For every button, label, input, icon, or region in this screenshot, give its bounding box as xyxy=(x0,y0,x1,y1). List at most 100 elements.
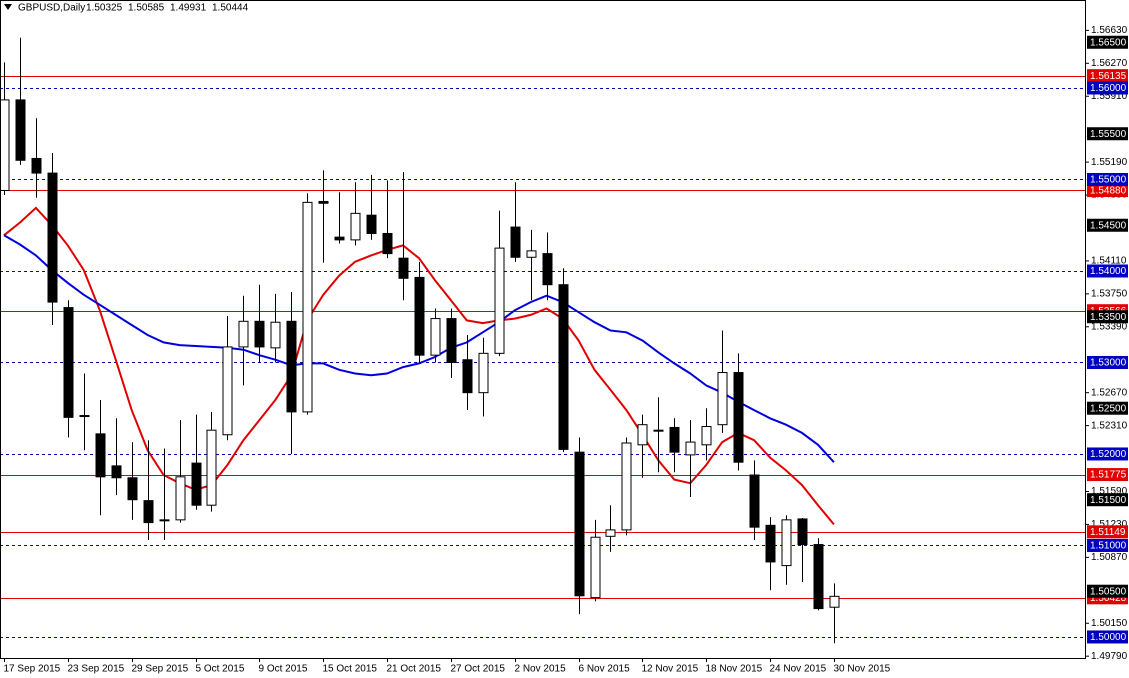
y-tick-label: 1.55910 xyxy=(1091,91,1128,102)
candle-body-up xyxy=(781,519,792,567)
line-price-label: 1.51775 xyxy=(1090,470,1127,481)
candle-body-down xyxy=(510,226,521,258)
candle-body-up xyxy=(829,595,840,608)
candle-body-down xyxy=(797,518,808,546)
candle-body-down xyxy=(191,462,202,506)
line-price-label-bg xyxy=(1087,468,1128,482)
price-label: 1.51500 xyxy=(1090,495,1127,506)
candle-body-down xyxy=(813,544,824,610)
candle-body-down xyxy=(47,172,58,303)
y-tick-label: 1.49790 xyxy=(1091,651,1128,662)
line-price-label-bg xyxy=(1087,69,1128,83)
header-icon xyxy=(4,4,12,10)
x-tick-label: 21 Oct 2015 xyxy=(387,664,442,675)
candle-body-up xyxy=(270,321,281,349)
x-tick-label: 5 Oct 2015 xyxy=(196,664,245,675)
line-price-label-bg xyxy=(1087,630,1128,644)
line-price-label-bg xyxy=(1087,538,1128,552)
candle-body-down xyxy=(334,236,345,241)
candle-body-down xyxy=(574,451,585,597)
candle-body-up xyxy=(685,441,696,456)
candle-body-up xyxy=(494,247,505,354)
x-tick-label: 27 Oct 2015 xyxy=(451,664,506,675)
price-label-bg xyxy=(1087,218,1128,232)
y-tick-label: 1.53390 xyxy=(1091,321,1128,332)
x-tick-label: 17 Sep 2015 xyxy=(4,664,61,675)
price-label: 1.53500 xyxy=(1090,312,1127,323)
candle-body-down xyxy=(558,284,569,450)
price-label: 1.54500 xyxy=(1090,220,1127,231)
x-tick-label: 30 Nov 2015 xyxy=(834,664,891,675)
price-label-bg xyxy=(1087,127,1128,141)
line-price-label: 1.55000 xyxy=(1090,175,1127,186)
x-tick-label: 6 Nov 2015 xyxy=(579,664,631,675)
price-label-bg xyxy=(1087,584,1128,598)
candle-body-up xyxy=(238,320,249,348)
y-tick-label: 1.50870 xyxy=(1091,552,1128,563)
price-label: 1.52500 xyxy=(1090,403,1127,414)
y-tick-label: 1.53750 xyxy=(1091,289,1128,300)
plot-area xyxy=(0,37,1085,644)
line-price-label: 1.53000 xyxy=(1090,358,1127,369)
time-axis: 17 Sep 2015 23 Sep 2015 29 Sep 2015 5 Oct 2… xyxy=(4,658,891,675)
y-tick-label: 1.51230 xyxy=(1091,519,1128,530)
candle-body-down xyxy=(127,477,138,501)
candle-body-down xyxy=(765,524,776,563)
x-tick-label: 9 Oct 2015 xyxy=(259,664,308,675)
price-label: 1.55500 xyxy=(1090,129,1127,140)
candle-body-down xyxy=(446,318,457,363)
line-price-label-bg xyxy=(1087,525,1128,539)
line-price-label-bg xyxy=(1087,81,1128,95)
line-price-label-bg xyxy=(1087,183,1128,197)
candle-body-up xyxy=(478,352,489,394)
x-tick-label: 2 Nov 2015 xyxy=(515,664,567,675)
y-tick-label: 1.51590 xyxy=(1091,486,1128,497)
line-price-label: 1.52000 xyxy=(1090,449,1127,460)
y-tick-label: 1.54110 xyxy=(1091,256,1127,267)
y-tick-label: 1.52310 xyxy=(1091,420,1128,431)
candle-body-up xyxy=(159,519,170,522)
chart-title: GBPUSD,Daily xyxy=(18,3,85,14)
line-price-label: 1.50000 xyxy=(1090,632,1127,643)
candle-body-down xyxy=(286,320,297,413)
header-values: 1.50325 1.50585 1.49931 1.50444 xyxy=(86,3,249,14)
header-value: 1.49931 xyxy=(170,3,207,14)
price-label-bg xyxy=(1087,493,1128,507)
candle-body-down xyxy=(749,474,760,528)
moving-average-line xyxy=(3,206,835,526)
candle-body-up xyxy=(526,250,537,258)
candle-body-down xyxy=(669,426,680,453)
line-price-label-bg xyxy=(1087,172,1128,186)
candle-body-up xyxy=(621,442,632,531)
candle-body-down xyxy=(366,214,377,234)
candle-body-up xyxy=(637,424,648,446)
price-label: 1.56500 xyxy=(1090,37,1127,48)
candle-body-down xyxy=(318,200,329,204)
candle-body-down xyxy=(733,372,744,463)
x-tick-label: 24 Nov 2015 xyxy=(770,664,827,675)
candle-body-down xyxy=(143,500,154,524)
price-label-bg xyxy=(1087,35,1128,49)
candle-body-down xyxy=(398,257,409,279)
line-price-label: 1.54000 xyxy=(1090,266,1127,277)
header-value: 1.50325 xyxy=(86,3,123,14)
candle-body-up xyxy=(605,529,616,537)
candle-body-up xyxy=(0,99,10,191)
moving-average-line xyxy=(3,234,835,463)
price-axis: 1.566301.562701.559101.551901.548301.541… xyxy=(1085,25,1128,662)
candle-body-down xyxy=(254,320,265,348)
y-tick-label: 1.50150 xyxy=(1091,618,1128,629)
line-price-label-bg xyxy=(1087,264,1128,278)
candle-body-up xyxy=(590,536,601,599)
x-tick-label: 18 Nov 2015 xyxy=(706,664,763,675)
candle-body-up xyxy=(653,429,664,432)
y-tick-label: 1.55190 xyxy=(1091,157,1128,168)
line-price-label-bg xyxy=(1087,355,1128,369)
line-price-label: 1.56135 xyxy=(1090,71,1127,82)
line-price-label: 1.51000 xyxy=(1090,541,1127,552)
price-label: 1.50500 xyxy=(1090,586,1127,597)
candle-body-up xyxy=(350,212,361,241)
line-price-label: 1.50428 xyxy=(1090,593,1127,604)
candle-body-down xyxy=(95,433,106,478)
